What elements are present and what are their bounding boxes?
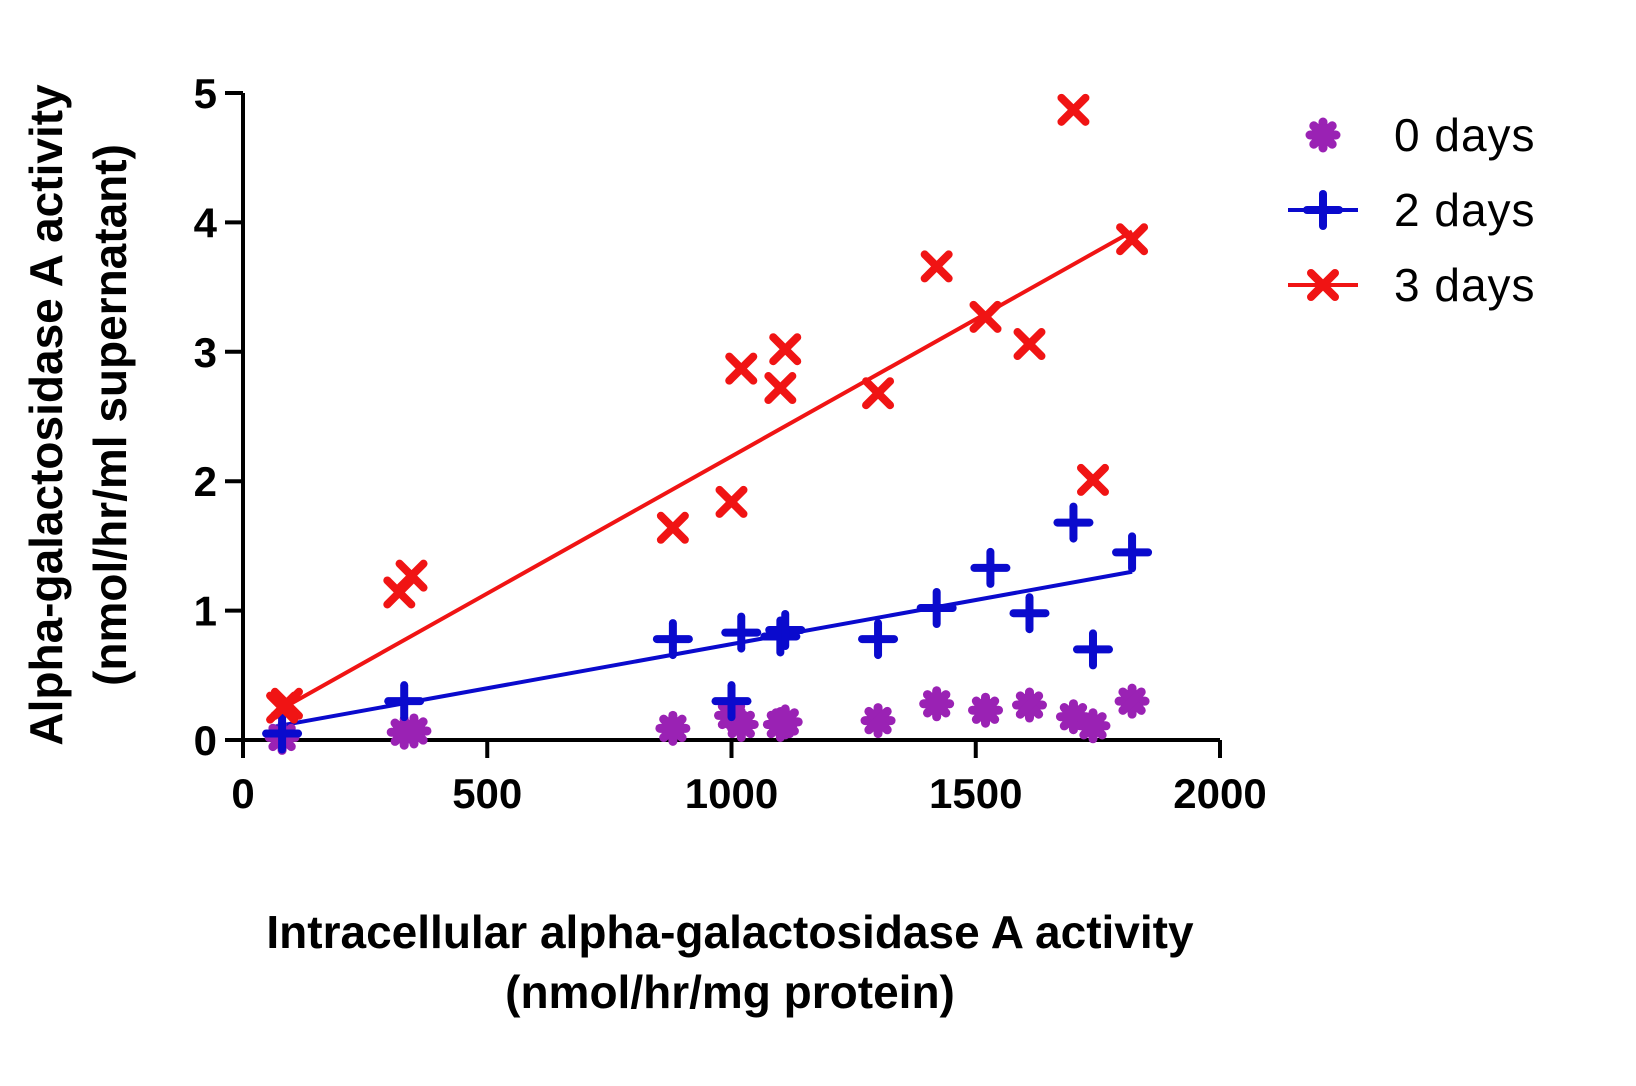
- fit-line-3-days: [271, 229, 1134, 716]
- data-point: [919, 686, 955, 722]
- data-point: [764, 372, 797, 405]
- data-point: [916, 588, 957, 629]
- x-tick-label: 1000: [685, 770, 778, 817]
- data-point: [270, 687, 303, 720]
- data-point: [1013, 328, 1046, 361]
- data-point: [1011, 687, 1047, 723]
- data-point: [652, 619, 693, 660]
- y-tick-label: 4: [194, 199, 218, 246]
- data-point: [725, 352, 758, 385]
- data-point: [1053, 502, 1094, 543]
- legend-marker: [1303, 190, 1343, 230]
- data-point: [769, 333, 802, 366]
- series-3-days: [266, 93, 1149, 724]
- data-point: [715, 485, 748, 518]
- data-point: [262, 713, 303, 754]
- data-point: [1072, 629, 1113, 670]
- legend-entry: 3 days: [1288, 259, 1536, 311]
- legend-entry: 0 days: [1305, 109, 1536, 161]
- data-point: [858, 619, 899, 660]
- data-point: [395, 559, 428, 592]
- y-tick-label: 3: [194, 329, 217, 376]
- data-point: [1009, 593, 1050, 634]
- legend-label: 2 days: [1394, 184, 1536, 236]
- data-point: [721, 612, 762, 653]
- data-point: [1112, 532, 1153, 573]
- series-0-days: [264, 683, 1150, 755]
- y-tick-label: 5: [194, 70, 217, 117]
- data-markers: [262, 93, 1153, 755]
- x-axis-title: (nmol/hr/mg protein): [505, 966, 955, 1018]
- data-point: [765, 610, 806, 651]
- data-point: [862, 377, 895, 410]
- y-axis-title: Alpha-galactosidase A activity: [20, 84, 72, 746]
- legend-label: 0 days: [1394, 109, 1536, 161]
- y-tick-label: 1: [194, 588, 217, 635]
- data-point: [1075, 708, 1111, 744]
- y-axis-title: (nmol/hr/ml supernatant): [84, 144, 136, 686]
- data-point: [920, 250, 953, 283]
- data-point: [656, 511, 689, 544]
- series-2-days: [262, 502, 1153, 754]
- data-point: [1057, 93, 1090, 126]
- data-point: [860, 703, 896, 739]
- x-tick-label: 1500: [929, 770, 1022, 817]
- legend-label: 3 days: [1394, 259, 1536, 311]
- x-tick-label: 500: [452, 770, 522, 817]
- data-point: [396, 713, 432, 749]
- x-axis-title: Intracellular alpha-galactosidase A acti…: [266, 906, 1194, 958]
- y-tick-label: 0: [194, 717, 217, 764]
- data-point: [384, 681, 425, 722]
- x-tick-label: 2000: [1173, 770, 1266, 817]
- legend-marker: [1305, 117, 1341, 153]
- legend-entry: 2 days: [1288, 184, 1536, 236]
- data-point: [969, 300, 1002, 333]
- data-point: [970, 547, 1011, 588]
- data-point: [1114, 683, 1150, 719]
- legend-marker: [1307, 269, 1339, 301]
- x-tick-label: 0: [231, 770, 254, 817]
- data-point: [1116, 223, 1149, 256]
- data-point: [655, 710, 691, 746]
- axis-titles: Intracellular alpha-galactosidase A acti…: [20, 84, 1194, 1018]
- data-point: [968, 692, 1004, 728]
- data-point: [711, 681, 752, 722]
- data-point: [767, 704, 803, 740]
- data-point: [760, 616, 801, 657]
- legend: 0 days 2 days 3 days: [1288, 109, 1536, 311]
- data-point: [1076, 463, 1109, 496]
- y-tick-label: 2: [194, 458, 217, 505]
- fit-lines: [271, 229, 1134, 730]
